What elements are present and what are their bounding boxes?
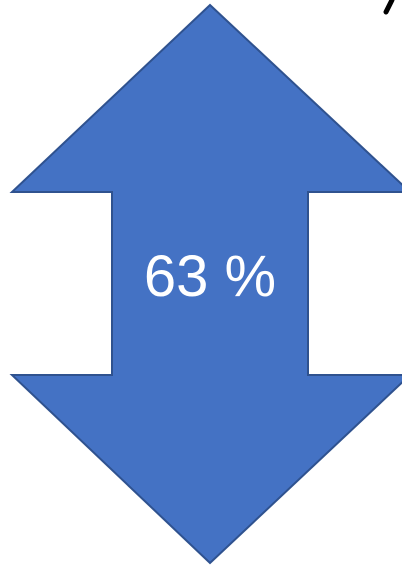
percentage-label: 63 % bbox=[143, 244, 277, 309]
edge-stroke-fragment bbox=[383, 0, 395, 15]
double-arrow bbox=[9, 3, 402, 565]
